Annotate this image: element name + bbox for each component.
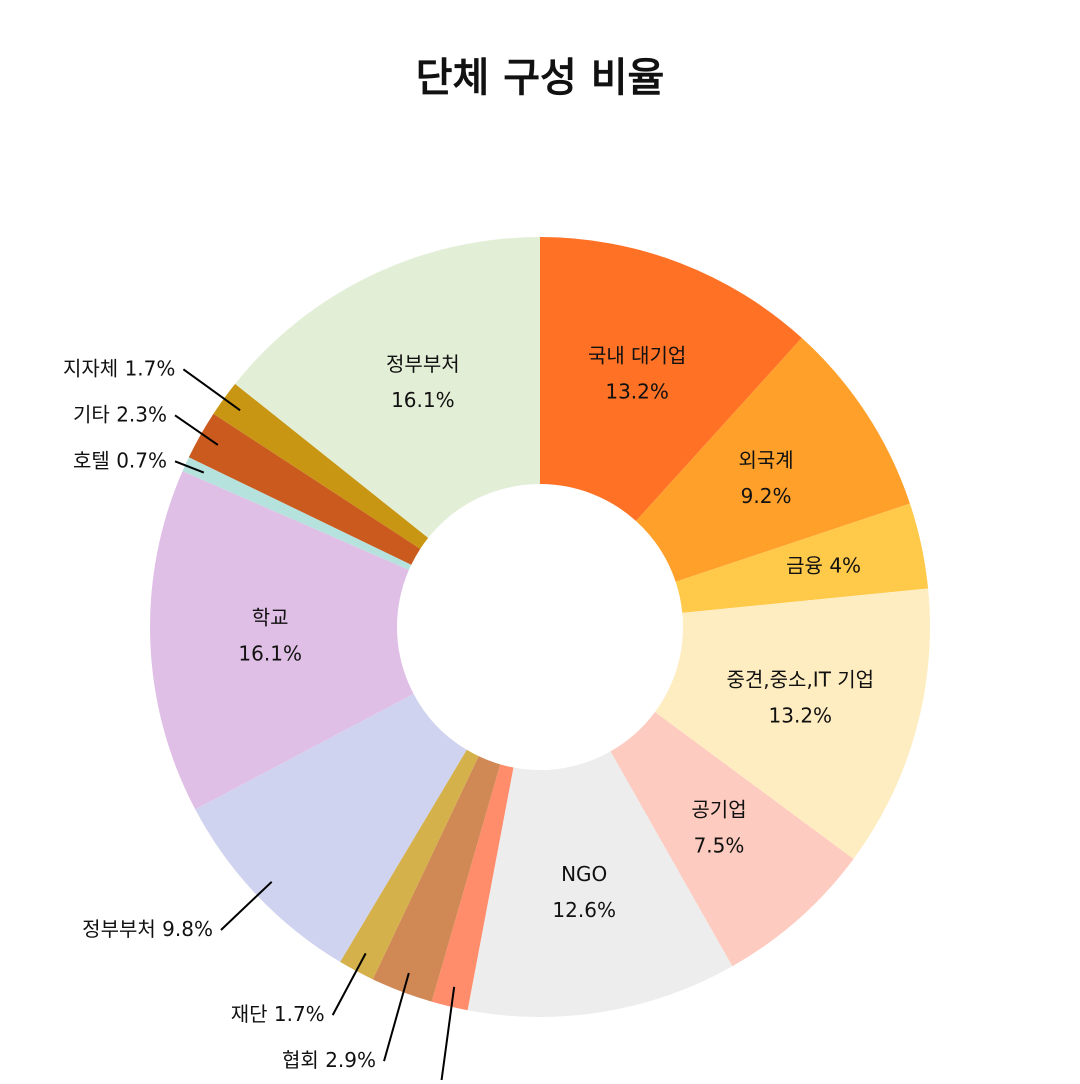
leader-line — [220, 881, 273, 931]
slice-label: 기타 2.3% — [73, 402, 167, 426]
value-label: 13.2% — [605, 380, 669, 404]
leader-line — [174, 414, 219, 446]
value-label: 16.1% — [391, 388, 455, 412]
slice-label: 호텔 0.7% — [73, 448, 167, 472]
pie-slice — [340, 749, 479, 980]
value-label: 0.7% — [116, 448, 167, 472]
value-label: 12.6% — [552, 898, 616, 922]
category-name: 공기업 — [691, 798, 746, 822]
category-name: 국내 대기업 — [588, 344, 686, 368]
pie-slice — [195, 693, 467, 962]
category-name: 중견,중소,IT 기업 — [726, 667, 874, 691]
category-name: 기타 — [73, 402, 110, 426]
pie-slice — [675, 503, 929, 613]
pie-slice — [654, 588, 931, 859]
slice-label: 금융 4% — [786, 553, 861, 577]
category-name: 외국계 — [738, 448, 793, 472]
slice-label: 재단 1.7% — [231, 1002, 325, 1026]
pie-slice — [235, 237, 540, 538]
slice-label: 지자체 1.7% — [63, 356, 175, 380]
pie-slice — [182, 457, 412, 570]
slice-label: 협회 2.9% — [282, 1048, 376, 1072]
pie-slice — [431, 764, 514, 1011]
value-label: 1.7% — [125, 356, 176, 380]
pie-slice — [540, 237, 802, 522]
pie-slice — [635, 337, 910, 582]
category-name: 호텔 — [73, 448, 110, 472]
pie-slice — [149, 471, 414, 810]
value-label: 9.2% — [741, 484, 792, 508]
category-name: 금융 — [786, 553, 823, 577]
leader-line — [383, 972, 410, 1062]
pie-slice — [188, 413, 421, 565]
value-label: 7.5% — [694, 834, 745, 858]
chart-title: 단체 구성 비율 — [416, 55, 665, 101]
value-label: 13.2% — [769, 703, 833, 727]
category-name: 협회 — [282, 1048, 319, 1072]
value-label: 2.9% — [325, 1048, 376, 1072]
category-name: 지자체 — [63, 356, 118, 380]
category-name: 학교 — [252, 606, 289, 630]
pie-slice — [213, 383, 429, 549]
value-label: 4% — [829, 553, 861, 577]
pie-slice — [610, 712, 854, 967]
category-name: 재단 — [231, 1002, 268, 1026]
value-label: 1.7% — [274, 1002, 325, 1026]
pie-slice — [372, 756, 501, 1002]
value-label: 2.3% — [116, 402, 167, 426]
pie-slice — [467, 751, 733, 1017]
leader-line — [174, 460, 205, 474]
leader-line — [331, 952, 367, 1016]
value-label: 16.1% — [238, 642, 302, 666]
category-name: NGO — [561, 862, 607, 886]
category-name: 정부부처 — [82, 917, 156, 941]
leader-line — [440, 986, 456, 1084]
category-name: 정부부처 — [386, 352, 460, 376]
slice-label: 정부부처 9.8% — [82, 917, 213, 941]
value-label: 9.8% — [162, 917, 213, 941]
leader-line — [182, 368, 241, 412]
